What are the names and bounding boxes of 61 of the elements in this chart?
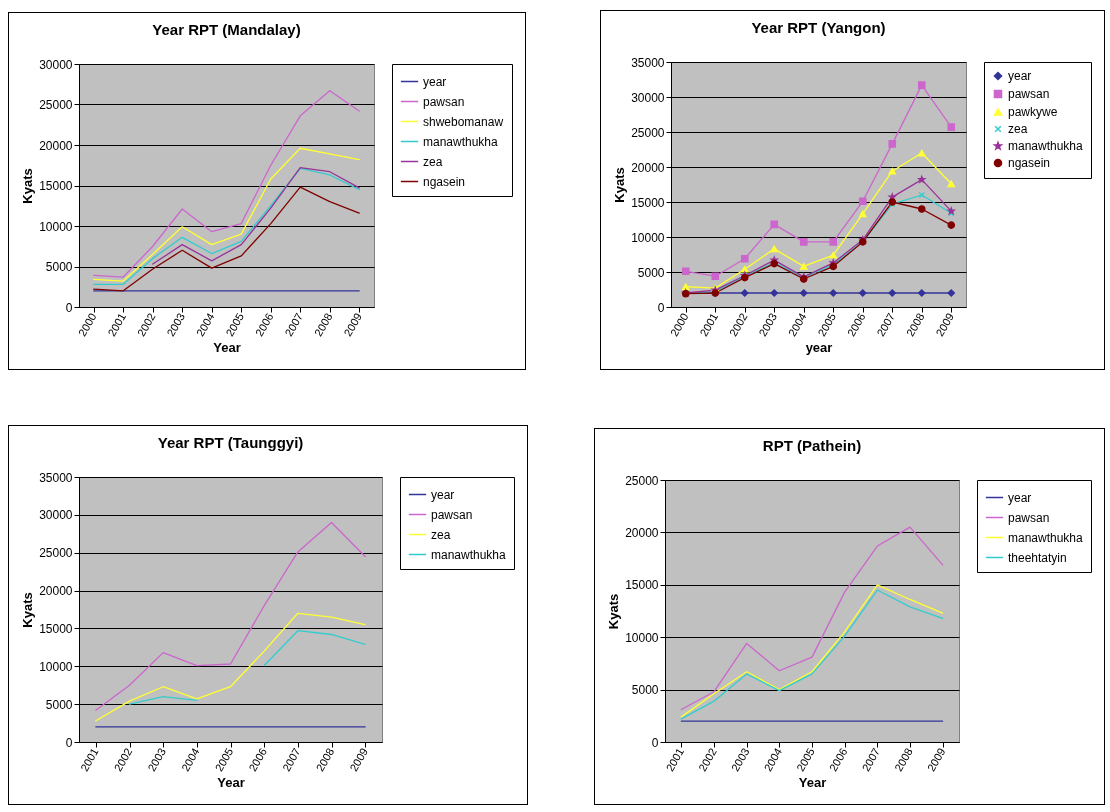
y-tick-label: 20000 (625, 525, 659, 540)
y-tick-label: 20000 (39, 138, 73, 153)
legend-label: pawsan (1008, 510, 1050, 525)
y-axis-title: Kyats (612, 167, 628, 203)
chart-title: Year RPT (Mandalay) (152, 21, 301, 38)
legend-label: year (1008, 69, 1032, 83)
legend-label: ngasein (1008, 156, 1051, 170)
legend-label: ngasein (423, 174, 466, 189)
y-tick-label: 35000 (39, 470, 73, 485)
legend-label: manawthukha (423, 134, 499, 149)
y-tick-label: 10000 (39, 659, 73, 674)
y-tick-label: 5000 (45, 260, 73, 274)
y-tick-label: 10000 (631, 230, 665, 245)
y-tick-label: 25000 (39, 98, 73, 112)
legend-label: manawthukha (1008, 530, 1084, 545)
legend-label: year (431, 487, 455, 502)
legend-label: pawsan (1008, 87, 1050, 101)
legend-label: zea (1008, 122, 1028, 136)
chart-title: Year RPT (Taunggyi) (157, 434, 304, 451)
y-tick-label: 25000 (39, 546, 73, 561)
y-tick-label: 20000 (39, 584, 73, 599)
y-tick-label: 35000 (631, 55, 665, 70)
legend-label: zea (431, 527, 451, 542)
y-tick-label: 15000 (39, 179, 73, 193)
y-tick-label: 5000 (45, 697, 73, 712)
y-tick-label: 0 (65, 300, 73, 315)
chart-title: Year RPT (Yangon) (751, 19, 886, 36)
y-tick-label: 15000 (631, 195, 665, 210)
y-tick-label: 25000 (625, 473, 659, 488)
legend-label: pawsan (431, 507, 473, 522)
y-tick-label: 25000 (631, 125, 665, 140)
y-axis-title: Kyats (606, 593, 622, 630)
y-tick-label: 20000 (631, 160, 665, 175)
y-tick-label: 30000 (39, 57, 73, 72)
legend-label: pawkywe (1008, 105, 1058, 119)
y-tick-label: 30000 (39, 508, 73, 523)
y-tick-label: 10000 (39, 219, 73, 234)
y-tick-label: 15000 (625, 578, 659, 593)
x-axis-title: year (805, 340, 833, 356)
x-axis-title: Year (217, 775, 245, 791)
y-axis-title: Kyats (20, 168, 36, 204)
y-tick-label: 30000 (631, 90, 665, 105)
y-tick-label: 15000 (39, 621, 73, 636)
y-axis-title: Kyats (20, 592, 36, 628)
legend-label: theehtatyin (1008, 550, 1067, 565)
legend-label: year (423, 74, 447, 89)
legend-label: zea (423, 154, 443, 169)
x-axis-title: Year (213, 340, 241, 356)
legend-label: manawthukha (431, 547, 507, 562)
legend-label: year (1008, 490, 1032, 505)
y-tick-label: 0 (651, 735, 659, 750)
y-tick-label: 5000 (631, 683, 659, 698)
legend-label: manawthukha (1008, 139, 1084, 153)
legend-label: shwebomanaw (423, 114, 504, 129)
x-axis-title: Year (798, 775, 827, 791)
chart-title: RPT (Pathein) (762, 437, 862, 454)
y-tick-label: 10000 (625, 630, 659, 645)
legend-label: pawsan (423, 94, 465, 109)
y-tick-label: 5000 (637, 265, 665, 280)
y-tick-label: 0 (65, 735, 73, 750)
y-tick-label: 0 (657, 300, 665, 315)
